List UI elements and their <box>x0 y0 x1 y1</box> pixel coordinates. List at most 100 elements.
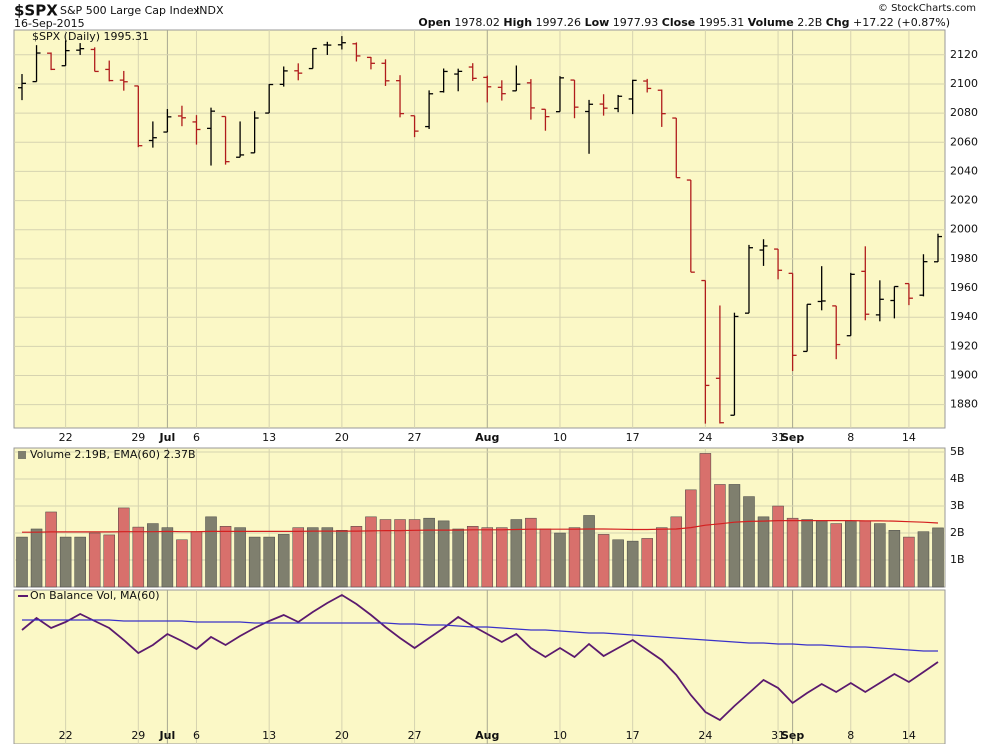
volume-bar <box>845 520 857 588</box>
y-tick-label: 2120 <box>950 48 978 61</box>
volume-bar <box>423 517 435 588</box>
y-tick-label: 4B <box>950 472 965 485</box>
x-tick-label: 14 <box>902 729 916 742</box>
volume-bar <box>554 532 566 588</box>
volume-bar <box>292 527 305 588</box>
volume-bar <box>932 527 944 588</box>
volume-bar <box>132 526 145 588</box>
quote-label: Open <box>418 16 451 29</box>
volume-bar <box>466 526 479 588</box>
legend: Volume 2.19B, EMA(60) 2.37B <box>30 448 196 461</box>
volume-bar <box>176 539 188 588</box>
x-tick-label: 24 <box>698 729 712 742</box>
volume-bar <box>452 528 464 588</box>
x-tick-label: 6 <box>193 431 200 444</box>
volume-bar <box>350 526 363 588</box>
volume-bar <box>525 517 537 588</box>
volume-bar <box>815 520 828 588</box>
y-tick-label: 1960 <box>950 281 978 294</box>
volume-bar <box>597 534 610 588</box>
volume-bar <box>103 534 115 588</box>
x-tick-label: 10 <box>553 729 567 742</box>
quote: Open 1978.02 High 1997.26 Low 1977.93 Cl… <box>418 16 950 29</box>
y-tick-label: 1900 <box>950 369 978 382</box>
volume-bar <box>655 527 668 588</box>
volume-bar <box>903 536 915 588</box>
y-tick-label: 3B <box>950 499 965 512</box>
y-tick-label: 2020 <box>950 194 978 207</box>
x-tick-label: 20 <box>335 729 349 742</box>
volume-bar <box>74 536 86 588</box>
x-tick-label: 17 <box>626 729 640 742</box>
volume-bar <box>626 540 639 588</box>
volume-bar <box>757 516 770 588</box>
volume-bar <box>190 531 203 588</box>
volume-bar <box>307 527 319 588</box>
x-tick-label: 20 <box>335 431 349 444</box>
exchange: INDX <box>196 4 224 17</box>
x-tick-label: Aug <box>475 431 499 444</box>
x-tick-label: Sep <box>781 431 804 444</box>
x-tick-label: 6 <box>193 729 200 742</box>
symbol: $SPX <box>14 2 58 20</box>
volume-bar <box>612 539 624 588</box>
quote-value: 1995.31 <box>699 16 745 29</box>
volume-bar <box>888 530 901 588</box>
x-tick-label: 22 <box>59 729 73 742</box>
obv-panel <box>13 589 946 744</box>
volume-bar <box>699 453 712 588</box>
volume-bar <box>728 484 741 588</box>
volume-bar <box>263 536 275 588</box>
volume-bar <box>16 536 28 588</box>
date: 16-Sep-2015 <box>14 17 85 30</box>
quote-label: High <box>503 16 532 29</box>
x-tick-label: 8 <box>847 729 854 742</box>
volume-bar <box>365 516 377 588</box>
volume-bar <box>59 536 72 588</box>
series-line <box>22 619 938 652</box>
volume-bar <box>859 520 872 588</box>
volume-bar <box>437 520 450 588</box>
volume-bar <box>161 527 174 588</box>
y-tick-label: 1980 <box>950 252 978 265</box>
volume-bar <box>394 519 406 588</box>
y-tick-label: 5B <box>950 445 965 458</box>
volume-bar <box>874 523 886 588</box>
quote-label: Volume <box>748 16 794 29</box>
y-tick-label: 2000 <box>950 223 978 236</box>
y-tick-label: 1B <box>950 553 965 566</box>
quote-label: Close <box>662 16 695 29</box>
copyright: © StockCharts.com <box>878 3 976 14</box>
volume-bar <box>670 516 683 588</box>
volume-bar <box>248 536 261 588</box>
volume-bar <box>481 527 494 588</box>
y-tick-label: 2040 <box>950 164 978 177</box>
series-line <box>22 520 939 533</box>
x-tick-label: 24 <box>698 431 712 444</box>
volume-bar <box>30 528 43 588</box>
quote-value: 1997.26 <box>536 16 582 29</box>
volume-bar <box>917 531 930 588</box>
volume-bar <box>219 526 232 588</box>
y-tick-label: 1880 <box>950 398 978 411</box>
volume-bar <box>510 519 523 588</box>
x-tick-label: 13 <box>262 431 276 444</box>
volume-bar <box>685 489 697 588</box>
volume-bar <box>786 517 799 588</box>
volume-bar <box>205 516 217 588</box>
volume-bar <box>379 519 392 588</box>
x-tick-label: 31 <box>771 729 785 742</box>
volume-bar <box>118 507 130 588</box>
x-tick-label: 17 <box>626 431 640 444</box>
volume-bar <box>568 527 581 588</box>
y-tick-label: 2100 <box>950 77 978 90</box>
x-tick-label: 27 <box>408 729 422 742</box>
volume-bar <box>583 515 595 588</box>
y-tick-label: 2060 <box>950 135 978 148</box>
x-tick-label: 29 <box>131 431 145 444</box>
volume-bar <box>496 527 508 588</box>
x-tick-label: 13 <box>262 729 276 742</box>
x-tick-label: 14 <box>902 431 916 444</box>
volume-bar <box>277 534 290 588</box>
volume-bar <box>88 532 101 588</box>
